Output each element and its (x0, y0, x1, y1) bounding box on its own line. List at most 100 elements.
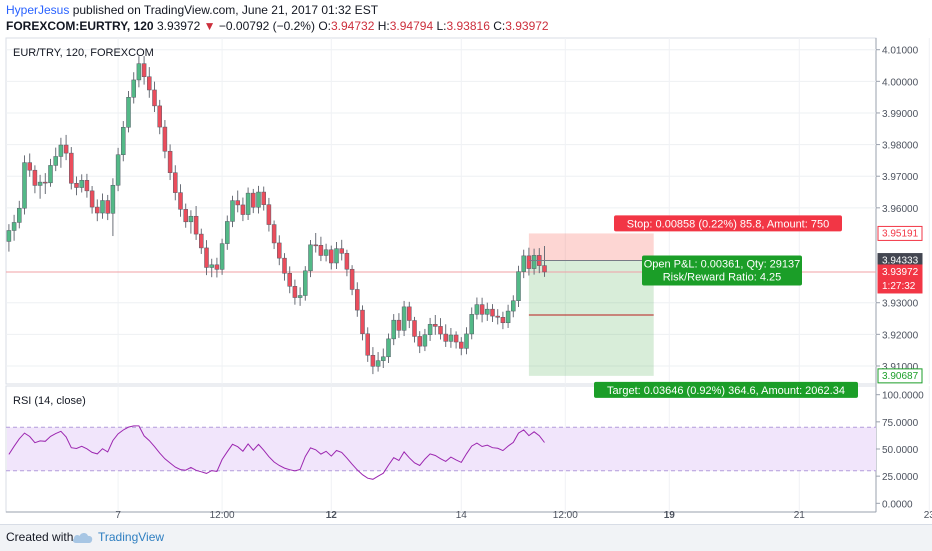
rsi-tick-label: 75.0000 (882, 418, 919, 429)
published-text: published on TradingView.com, June 21, 2… (72, 3, 379, 17)
candle-body (162, 126, 168, 152)
target-price-label-bg (877, 368, 923, 384)
candle-body (157, 105, 162, 128)
candle-body (27, 162, 32, 171)
candle-body (505, 310, 511, 324)
candle-body (147, 76, 152, 91)
candle-body (318, 245, 324, 256)
candle-body (115, 154, 121, 186)
target-price-label: 3.90687 (882, 371, 919, 382)
stop-price-label: 3.95191 (882, 228, 919, 239)
rsi-title: RSI (14, close) (13, 395, 86, 407)
candle-body (84, 180, 90, 192)
time-tick-label: 12 (326, 510, 338, 521)
chart-canvas[interactable]: Stop: 0.00858 (0.22%) 85.8, Amount: 750 T… (0, 36, 932, 524)
price-tick-label: 3.93000 (882, 299, 919, 310)
candle-body (282, 257, 287, 274)
stop-label: Stop: 0.00858 (0.22%) 85.8, Amount: 750 (627, 218, 829, 230)
entry-price-label: 3.94333 (882, 256, 919, 267)
candle-body (43, 181, 48, 184)
last-price: 3.93972 (156, 19, 201, 33)
footer-brand[interactable]: TradingView (98, 530, 165, 544)
risk-reward-text: Risk/Reward Ratio: 4.25 (663, 272, 782, 284)
candle-body (69, 152, 74, 184)
footer-bar: Created with TradingView (0, 524, 932, 551)
candle-body (479, 304, 485, 315)
candle-body (219, 243, 225, 270)
time-tick-label: 14 (456, 510, 468, 521)
time-tick-label: 12:00 (553, 510, 578, 521)
candle-body (121, 127, 126, 155)
candle-body (79, 180, 84, 188)
chart-frame[interactable]: Stop: 0.00858 (0.22%) 85.8, Amount: 750 T… (0, 36, 932, 524)
candle-body (323, 249, 329, 256)
candle-body (360, 309, 365, 335)
candle-body (308, 244, 313, 272)
ohlc-close-value: 3.93972 (505, 19, 549, 33)
candle-body (474, 304, 480, 315)
ohlc-high-label: H: (377, 19, 390, 33)
price-tick-label: 3.91000 (882, 362, 919, 373)
last-price-label: 3.93972 (882, 267, 919, 278)
candle-body (110, 185, 116, 214)
down-arrow-icon: ▼ (203, 19, 216, 33)
rsi-series-line (8, 425, 545, 480)
candle-body (152, 89, 157, 107)
candle-body (521, 255, 526, 272)
candle-body (22, 162, 27, 209)
symbol-name[interactable]: FOREXCOM:EURTRY, 120 (6, 19, 154, 33)
candle-body (396, 319, 402, 331)
candle-body (344, 253, 350, 270)
ohlc-open-value: 3.94732 (331, 19, 375, 33)
candle-body (313, 244, 318, 247)
candle-body (230, 200, 235, 222)
stop-label-bg (614, 215, 842, 232)
candle-body (516, 271, 521, 301)
candle-body (173, 172, 178, 193)
stop-zone (528, 233, 654, 261)
ohlc-open-label: O: (318, 19, 331, 33)
price-tick-label: 3.96000 (882, 204, 919, 215)
price-tick-label: 3.92000 (882, 330, 919, 341)
target-label: Target: 0.03646 (0.92%) 364.6, Amount: 2… (607, 385, 845, 397)
candle-body (240, 204, 246, 215)
candle-body (17, 207, 22, 223)
pnl-box-bg (642, 255, 802, 286)
time-tick-label: 21 (794, 510, 806, 521)
candle-body (469, 314, 474, 335)
candle-body (464, 333, 469, 349)
countdown-label-bg (877, 278, 923, 294)
time-tick-label: 23 (924, 510, 932, 521)
candle-body (412, 320, 417, 337)
candle-body (485, 308, 490, 315)
candle-body (48, 165, 53, 184)
author-link[interactable]: HyperJesus (6, 3, 70, 17)
price-tick-label: 3.97000 (882, 172, 919, 183)
candle-body (199, 233, 204, 249)
rsi-tick-label: 0.0000 (882, 499, 913, 510)
candle-body (141, 63, 147, 77)
symbol-line: FOREXCOM:EURTRY, 120 3.93972 ▼ −0.00792 … (6, 18, 549, 34)
candle-body (167, 150, 173, 173)
ohlc-low-value: 3.93816 (446, 19, 490, 33)
rsi-tick-label: 100.0000 (882, 391, 924, 402)
candle-body (136, 63, 142, 81)
candle-body (63, 144, 69, 154)
candle-body (526, 255, 532, 269)
candle-body (381, 356, 386, 361)
candle-body (500, 317, 506, 324)
pnl-text: Open P&L: 0.00361, Qty: 29137 (644, 259, 801, 271)
candle-body (329, 249, 334, 264)
candle-body (417, 336, 422, 347)
candle-body (448, 334, 454, 342)
time-tick-label: 7 (115, 510, 121, 521)
candle-body (407, 306, 412, 321)
candle-body (443, 333, 448, 342)
candle-body (6, 230, 12, 242)
candle-body (178, 192, 183, 210)
candle-body (370, 355, 376, 367)
candle-body (334, 248, 339, 264)
candle-body (256, 191, 261, 208)
candle-body (89, 190, 95, 208)
candle-body (401, 306, 407, 331)
